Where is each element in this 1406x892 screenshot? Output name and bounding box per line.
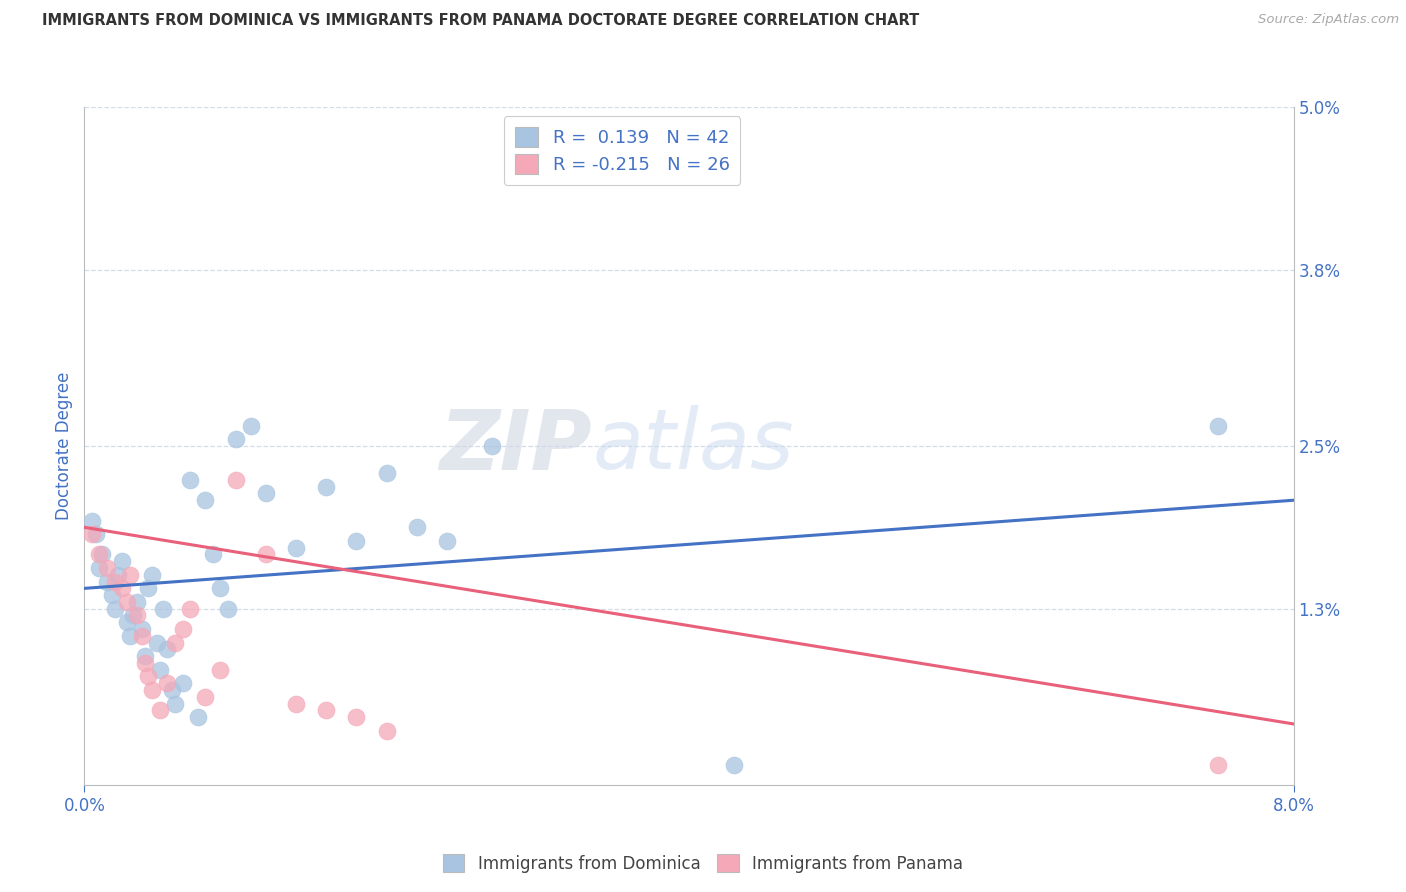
Point (104, 574, 127, 589)
Point (285, 541, 308, 555)
Point (96, 561, 118, 575)
Legend: Immigrants from Dominica, Immigrants from Panama: Immigrants from Dominica, Immigrants fro… (436, 847, 970, 880)
Point (239, 418, 262, 433)
Point (315, 703, 337, 717)
Text: IMMIGRANTS FROM DOMINICA VS IMMIGRANTS FROM PANAMA DOCTORATE DEGREE CORRELATION : IMMIGRANTS FROM DOMINICA VS IMMIGRANTS F… (42, 13, 920, 29)
Point (121, 608, 143, 623)
Point (134, 649, 156, 664)
Y-axis label: Doctorate Degree: Doctorate Degree (55, 372, 73, 520)
Text: atlas: atlas (592, 406, 794, 486)
Point (86, 527, 108, 541)
Point (127, 608, 149, 623)
Point (107, 567, 129, 582)
Point (1206, 418, 1229, 433)
Point (160, 683, 183, 698)
Point (225, 432, 247, 446)
Point (375, 723, 398, 738)
Point (165, 697, 187, 711)
Point (149, 663, 172, 677)
Point (194, 493, 217, 508)
Point (91, 548, 114, 562)
Point (80, 514, 103, 528)
Point (131, 629, 153, 643)
Point (80, 527, 103, 541)
Point (118, 629, 141, 643)
Point (187, 710, 209, 724)
Point (111, 582, 134, 596)
Point (141, 683, 163, 698)
Text: ZIP: ZIP (440, 406, 592, 486)
Point (194, 690, 217, 704)
Point (172, 622, 194, 636)
Point (225, 473, 247, 487)
Point (172, 676, 194, 690)
Point (100, 588, 122, 602)
Point (104, 601, 127, 615)
Point (217, 601, 239, 615)
Point (131, 622, 153, 636)
Point (127, 595, 149, 609)
Point (118, 567, 141, 582)
Legend: R =  0.139   N = 42, R = -0.215   N = 26: R = 0.139 N = 42, R = -0.215 N = 26 (503, 116, 741, 185)
Point (156, 676, 179, 690)
Point (111, 554, 134, 568)
Point (209, 582, 232, 596)
Point (89, 548, 111, 562)
Point (1206, 757, 1229, 772)
Point (201, 548, 224, 562)
Point (96, 574, 118, 589)
Point (156, 642, 179, 657)
Text: Source: ZipAtlas.com: Source: ZipAtlas.com (1258, 13, 1399, 27)
Point (254, 486, 277, 500)
Point (165, 635, 187, 649)
Point (136, 582, 159, 596)
Point (179, 473, 201, 487)
Point (285, 697, 308, 711)
Point (315, 480, 337, 494)
Point (346, 710, 368, 724)
Point (723, 757, 745, 772)
Point (149, 703, 172, 717)
Point (115, 595, 138, 609)
Point (209, 663, 232, 677)
Point (115, 615, 138, 630)
Point (134, 656, 156, 670)
Point (141, 567, 163, 582)
Point (146, 635, 169, 649)
Point (346, 533, 368, 548)
Point (254, 548, 277, 562)
Point (89, 561, 111, 575)
Point (436, 533, 458, 548)
Point (136, 669, 159, 683)
Point (481, 439, 503, 453)
Point (152, 601, 174, 615)
Point (375, 466, 398, 480)
Point (179, 601, 201, 615)
Point (406, 520, 429, 534)
